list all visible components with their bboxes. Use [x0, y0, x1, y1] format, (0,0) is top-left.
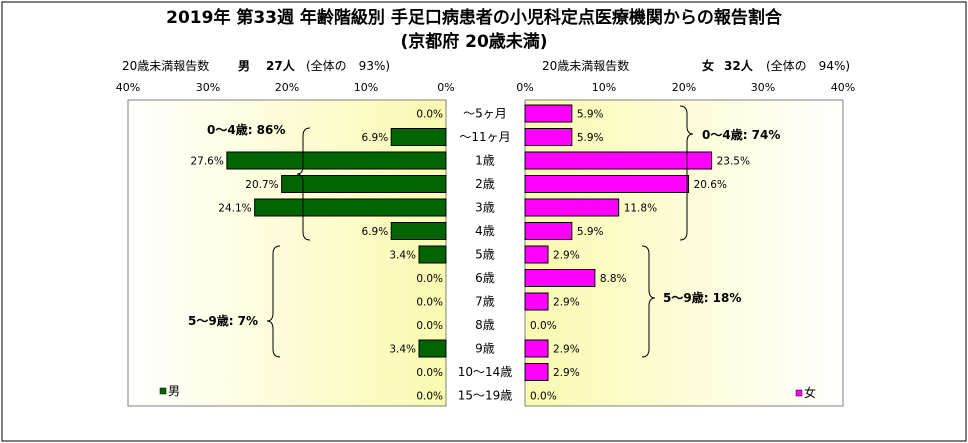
category-label: 5歳 — [475, 248, 495, 262]
category-label: 1歳 — [475, 154, 495, 168]
left-header-sex: 男 — [238, 59, 250, 73]
legend-female-swatch — [795, 389, 803, 397]
male-value-label: 6.9% — [362, 226, 389, 238]
annotation-male-5-9: 5～9歳: 7% — [188, 313, 258, 328]
legend-female-label: 女 — [804, 385, 816, 400]
left-tick-10: 10% — [354, 81, 378, 94]
left-plot-area — [127, 99, 447, 407]
left-header-count: 27人 — [266, 58, 296, 73]
female-value-label: 20.6% — [694, 179, 727, 191]
right-tick-20: 20% — [672, 81, 696, 94]
left-tick-40: 40% — [116, 81, 140, 94]
legend-male-label: 男 — [168, 384, 180, 398]
category-label: 9歳 — [475, 342, 495, 356]
annotation-female-0-4: 0～4歳: 74% — [702, 127, 780, 142]
female-value-label: 2.9% — [553, 344, 580, 356]
female-bar — [524, 151, 713, 170]
male-value-label: 27.6% — [190, 156, 223, 168]
male-value-label: 6.9% — [362, 132, 389, 144]
bracket-female-0-4 — [679, 105, 694, 241]
bar-marks: ～5ヶ月 0.0% 5.9% ～11ヶ月 6.9% 5.9% 1歳 27.6% 23.5% 2歳 2… — [190, 104, 750, 403]
chart-title: 2019年 第33週 年齢階級別 手足口病患者の小児科定点医療機関からの報告割合 — [166, 7, 783, 28]
female-bar — [524, 339, 549, 358]
right-tick-0: 0% — [516, 81, 533, 94]
bracket-male-5-9 — [266, 245, 281, 358]
right-tick-40: 40% — [831, 81, 855, 94]
annotation-male-0-4: 0～4歳: 86% — [207, 122, 285, 137]
category-label: 15～19歳 — [458, 389, 513, 403]
category-label: 7歳 — [475, 295, 495, 309]
male-value-label: 0.0% — [416, 320, 443, 332]
female-bar — [524, 128, 573, 146]
male-value-label: 0.0% — [416, 367, 443, 379]
female-value-label: 5.9% — [577, 226, 604, 238]
category-label: ～5ヶ月 — [463, 107, 507, 121]
right-plot-area — [524, 99, 844, 407]
category-label: 4歳 — [475, 224, 495, 238]
female-value-label: 8.8% — [600, 273, 627, 285]
left-tick-0: 0% — [437, 81, 454, 94]
female-bar — [524, 363, 549, 381]
male-value-label: 3.4% — [389, 344, 416, 356]
female-value-label: 2.9% — [553, 367, 580, 379]
male-value-label: 0.0% — [416, 109, 443, 121]
right-tick-10: 10% — [592, 81, 616, 94]
female-bar — [524, 222, 573, 240]
male-bar — [226, 151, 447, 170]
right-header-sex: 女 — [702, 58, 714, 73]
female-value-label: 11.8% — [624, 203, 657, 215]
male-value-label: 0.0% — [416, 391, 443, 403]
female-value-label: 5.9% — [577, 109, 604, 121]
male-bar — [390, 222, 447, 240]
chart-subtitle: (京都府 20歳未満) — [400, 31, 547, 52]
female-bar — [524, 175, 690, 193]
female-value-label: 2.9% — [553, 250, 580, 262]
male-bar — [281, 175, 447, 193]
male-value-label: 3.4% — [389, 250, 416, 262]
female-value-label: 5.9% — [577, 132, 604, 144]
right-header-share: (全体の 94%) — [766, 58, 850, 73]
category-label: 2歳 — [475, 177, 495, 191]
male-value-label: 0.0% — [416, 273, 443, 285]
female-bar — [524, 245, 549, 264]
male-bar — [418, 245, 447, 264]
male-value-label: 0.0% — [416, 297, 443, 309]
category-label: 10～14歳 — [458, 365, 513, 379]
female-bar — [524, 269, 596, 287]
male-bar — [390, 128, 447, 146]
category-label: ～11ヶ月 — [459, 130, 510, 144]
right-header-caption: 20歳未満報告数 — [542, 58, 629, 73]
right-header-count: 32人 — [724, 58, 754, 73]
left-tick-20: 20% — [275, 81, 299, 94]
male-bar — [418, 339, 447, 358]
female-bar — [524, 292, 549, 311]
female-value-label: 0.0% — [530, 320, 557, 332]
male-value-label: 24.1% — [218, 203, 251, 215]
female-bar — [524, 104, 573, 123]
category-label: 6歳 — [475, 271, 495, 285]
male-bar — [254, 198, 447, 217]
left-tick-30: 30% — [196, 81, 220, 94]
category-label: 8歳 — [475, 318, 495, 332]
category-label: 3歳 — [475, 201, 495, 215]
female-value-label: 0.0% — [530, 391, 557, 403]
bracket-male-0-4 — [296, 127, 311, 241]
left-header-share: (全体の 93%) — [306, 58, 390, 73]
legend-male-swatch — [159, 387, 167, 395]
bracket-female-5-9 — [641, 245, 656, 358]
annotation-female-5-9: 5～9歳: 18% — [663, 290, 741, 305]
male-value-label: 20.7% — [245, 179, 278, 191]
female-value-label: 2.9% — [553, 297, 580, 309]
female-bar — [524, 198, 620, 217]
left-header-caption: 20歳未満報告数 — [122, 58, 209, 73]
female-value-label: 23.5% — [717, 156, 750, 168]
right-tick-30: 30% — [751, 81, 775, 94]
